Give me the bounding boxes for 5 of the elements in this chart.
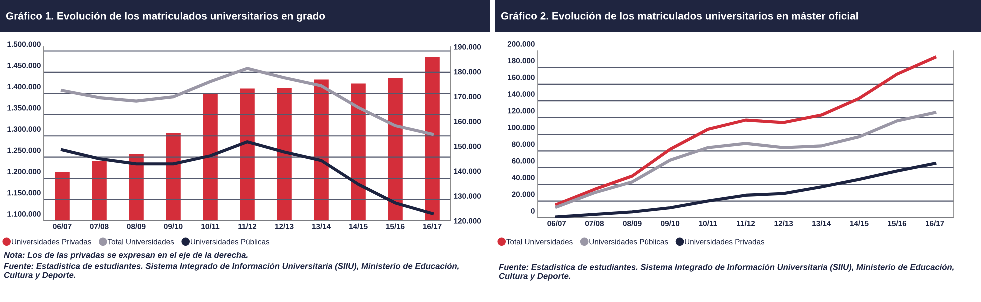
chart-title: Gráfico 1. Evolución de los matriculados universitarios en grado: [6, 12, 326, 22]
source-note: Fuente: Estadística de estudiantes. Sistema Integrado de Información Universitaria (SIIU), Ministerio de Educación, Cultura y Deporte.: [4, 263, 459, 280]
source-note: Fuente: Estadística de estudiantes. Sistema Integrado de Información Universitaria (SIIU), Ministerio de Educación, Cultura y Deporte.: [499, 264, 954, 281]
chart-title: Gráfico 2. Evolución de los matriculados universitarios en máster oficial: [501, 12, 858, 20]
text: Nota: Los de las privadas se expresan en el eje de la derecha.: [4, 252, 248, 260]
